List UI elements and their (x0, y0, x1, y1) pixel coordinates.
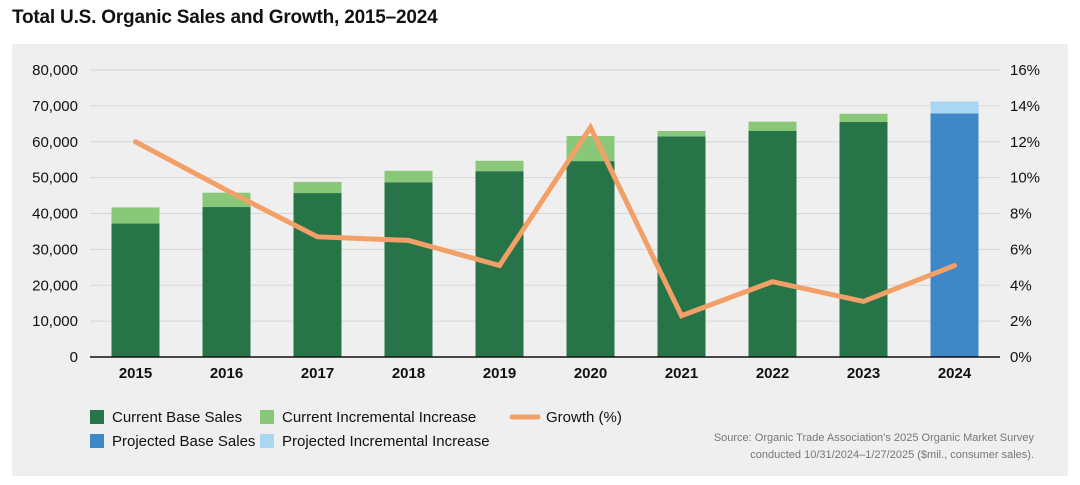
y-right-tick-label: 6% (1010, 241, 1032, 258)
y-left-tick-label: 0 (70, 349, 78, 366)
growth-line-layer (133, 122, 957, 319)
bar-projected-base-sales2024 (930, 113, 979, 357)
y-left-tick-label: 40,000 (32, 206, 78, 223)
x-tick-label-2017: 2017 (301, 365, 334, 382)
bar-current-incremental-increase2019 (475, 160, 524, 172)
legend-item-current-incremental-increase: Current Incremental Increase (260, 409, 476, 426)
legend-label: Current Base Sales (112, 409, 242, 426)
bar-current-base-sales2018 (384, 182, 433, 357)
bar-current-base-sales2021 (657, 136, 706, 357)
bar-current-base-sales2016 (202, 207, 251, 357)
source-line-1: Source: Organic Trade Association’s 2025… (714, 432, 1035, 444)
source-note: Source: Organic Trade Association’s 2025… (714, 432, 1035, 461)
bar-current-incremental-increase2021 (657, 130, 706, 137)
bar-current-base-sales2017 (293, 193, 342, 357)
y-right-tick-label: 10% (1010, 170, 1040, 187)
legend: Current Base Sales Current Incremental In… (90, 409, 622, 450)
chart-title: Total U.S. Organic Sales and Growth, 201… (12, 7, 438, 28)
legend-label: Current Incremental Increase (282, 409, 476, 426)
bar-current-incremental-increase2017 (293, 181, 342, 194)
y-left-tick-label: 10,000 (32, 313, 78, 330)
bar-current-base-sales2020 (566, 161, 615, 357)
bar-current-incremental-increase2015 (111, 207, 160, 224)
legend-item-projected-incremental-increase: Projected Incremental Increase (260, 433, 490, 450)
y-left-tick-label: 80,000 (32, 62, 78, 79)
y-left-tick-label: 60,000 (32, 134, 78, 151)
bar-current-incremental-increase2023 (839, 113, 888, 123)
y-right-tick-label: 8% (1010, 206, 1032, 223)
x-tick-label-2020: 2020 (574, 365, 607, 382)
growth-line (133, 122, 957, 319)
source-line-2: conducted 10/31/2024–1/27/2025 ($mil., c… (750, 449, 1034, 461)
x-tick-label-2018: 2018 (392, 365, 425, 382)
left-axis-ticks: 0 10,000 20,000 30,000 40,000 50,000 60,000 70,… (32, 62, 78, 366)
y-right-tick-label: 0% (1010, 349, 1032, 366)
x-tick-label-2021: 2021 (665, 365, 698, 382)
bar-current-base-sales2022 (748, 130, 797, 357)
bar-current-incremental-increase2018 (384, 170, 433, 183)
x-tick-label-2022: 2022 (756, 365, 789, 382)
y-left-tick-label: 70,000 (32, 98, 78, 115)
y-left-tick-label: 30,000 (32, 241, 78, 258)
chart-panel: 0 10,000 20,000 30,000 40,000 50,000 60,000 70,… (12, 44, 1068, 476)
y-left-tick-label: 20,000 (32, 277, 78, 294)
legend-swatch (90, 434, 104, 448)
bars (111, 101, 979, 357)
legend-swatch (90, 410, 104, 424)
y-right-tick-label: 16% (1010, 62, 1040, 79)
legend-label: Projected Incremental Increase (282, 433, 490, 450)
y-right-tick-label: 4% (1010, 277, 1032, 294)
bar-projected-incremental-increase2024 (930, 101, 979, 114)
x-axis-ticks: 2015 2016 2017 2018 2019 2020 2021 2022 2023 2024 (119, 365, 972, 382)
legend-item-current-base-sales: Current Base Sales (90, 409, 242, 426)
legend-swatch (260, 434, 274, 448)
legend-label: Projected Base Sales (112, 433, 255, 450)
right-axis-ticks: 0% 2% 4% 6% 8% 10% 12% 14% 16% (1010, 62, 1040, 366)
y-right-tick-label: 2% (1010, 313, 1032, 330)
legend-item-projected-base-sales: Projected Base Sales (90, 433, 255, 450)
x-tick-label-2024: 2024 (938, 365, 972, 382)
y-right-tick-label: 12% (1010, 134, 1040, 151)
legend-swatch (260, 410, 274, 424)
bar-current-incremental-increase2022 (748, 121, 797, 131)
legend-label: Growth (%) (546, 409, 622, 426)
y-left-tick-label: 50,000 (32, 170, 78, 187)
x-tick-label-2019: 2019 (483, 365, 516, 382)
bar-current-base-sales2023 (839, 122, 888, 357)
legend-item-growth-: Growth (%) (509, 409, 622, 426)
x-tick-label-2015: 2015 (119, 365, 152, 382)
y-right-tick-label: 14% (1010, 98, 1040, 115)
x-tick-label-2016: 2016 (210, 365, 243, 382)
chart-svg: 0 10,000 20,000 30,000 40,000 50,000 60,000 70,… (32, 62, 1040, 461)
x-tick-label-2023: 2023 (847, 365, 880, 382)
bar-current-base-sales2015 (111, 223, 160, 357)
